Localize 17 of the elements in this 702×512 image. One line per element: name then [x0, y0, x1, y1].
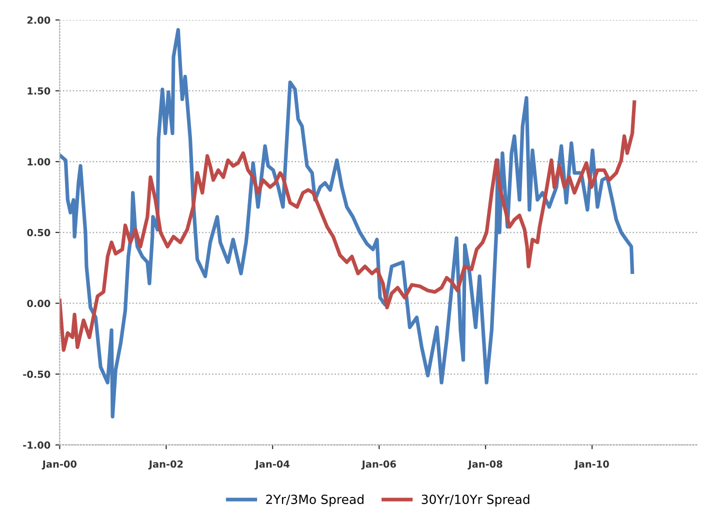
y-tick-label: -1.00 [23, 441, 50, 449]
y-tick-label: 1.00 [28, 158, 50, 166]
line-series [60, 100, 636, 352]
y-tick-label: -0.50 [23, 370, 50, 378]
y-tick-label: 1.50 [28, 87, 50, 95]
legend-label: 2Yr/3Mo Spread [266, 494, 364, 507]
x-tick-label: Jan-02 [148, 460, 183, 470]
x-tick-label: Jan-10 [574, 460, 609, 470]
x-tick-label: Jan-00 [42, 460, 77, 470]
y-tick-label: 0.50 [27, 228, 50, 236]
x-tick-label: Jan-06 [361, 460, 396, 470]
line-series [60, 28, 634, 418]
legend-label: 30Yr/10Yr Spread [422, 494, 530, 507]
y-tick-label: 2.00 [27, 16, 50, 24]
x-tick-label: Jan-04 [254, 460, 290, 470]
x-tick-label: Jan-08 [468, 460, 502, 470]
y-tick-label: 0.00 [27, 300, 50, 308]
